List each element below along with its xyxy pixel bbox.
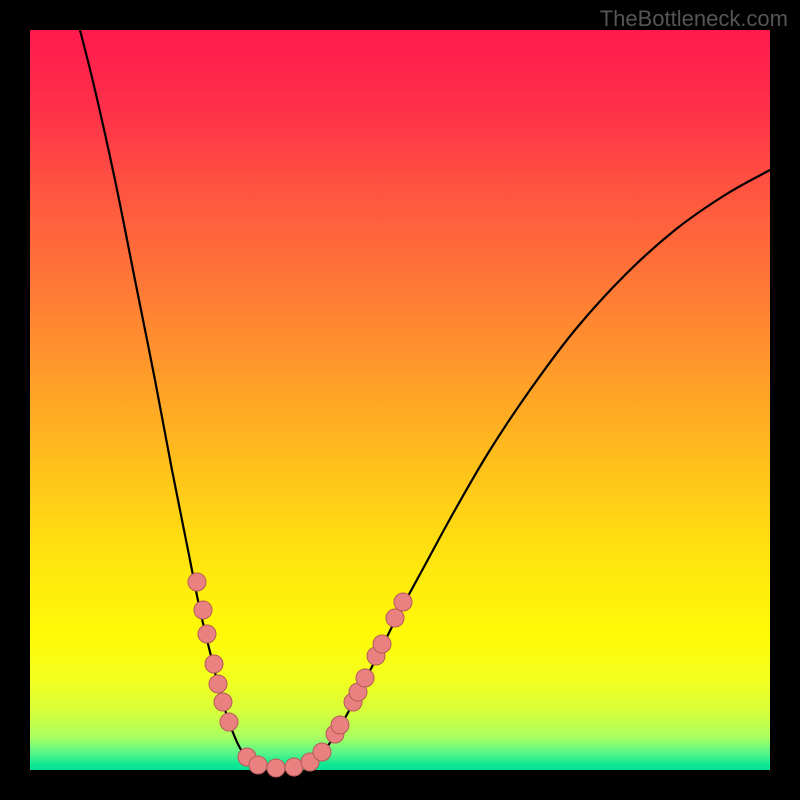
data-marker bbox=[194, 601, 212, 619]
data-marker bbox=[356, 669, 374, 687]
data-marker bbox=[214, 693, 232, 711]
data-marker bbox=[285, 758, 303, 776]
chart-svg bbox=[0, 0, 800, 800]
data-marker bbox=[313, 743, 331, 761]
plot-area bbox=[30, 30, 770, 770]
data-marker bbox=[220, 713, 238, 731]
watermark-text: TheBottleneck.com bbox=[600, 6, 788, 32]
data-marker bbox=[267, 759, 285, 777]
data-marker bbox=[386, 609, 404, 627]
data-marker bbox=[394, 593, 412, 611]
data-marker bbox=[205, 655, 223, 673]
data-marker bbox=[249, 756, 267, 774]
data-marker bbox=[373, 635, 391, 653]
data-marker bbox=[198, 625, 216, 643]
data-marker bbox=[209, 675, 227, 693]
bottleneck-chart: TheBottleneck.com bbox=[0, 0, 800, 800]
data-marker bbox=[188, 573, 206, 591]
data-marker bbox=[331, 716, 349, 734]
